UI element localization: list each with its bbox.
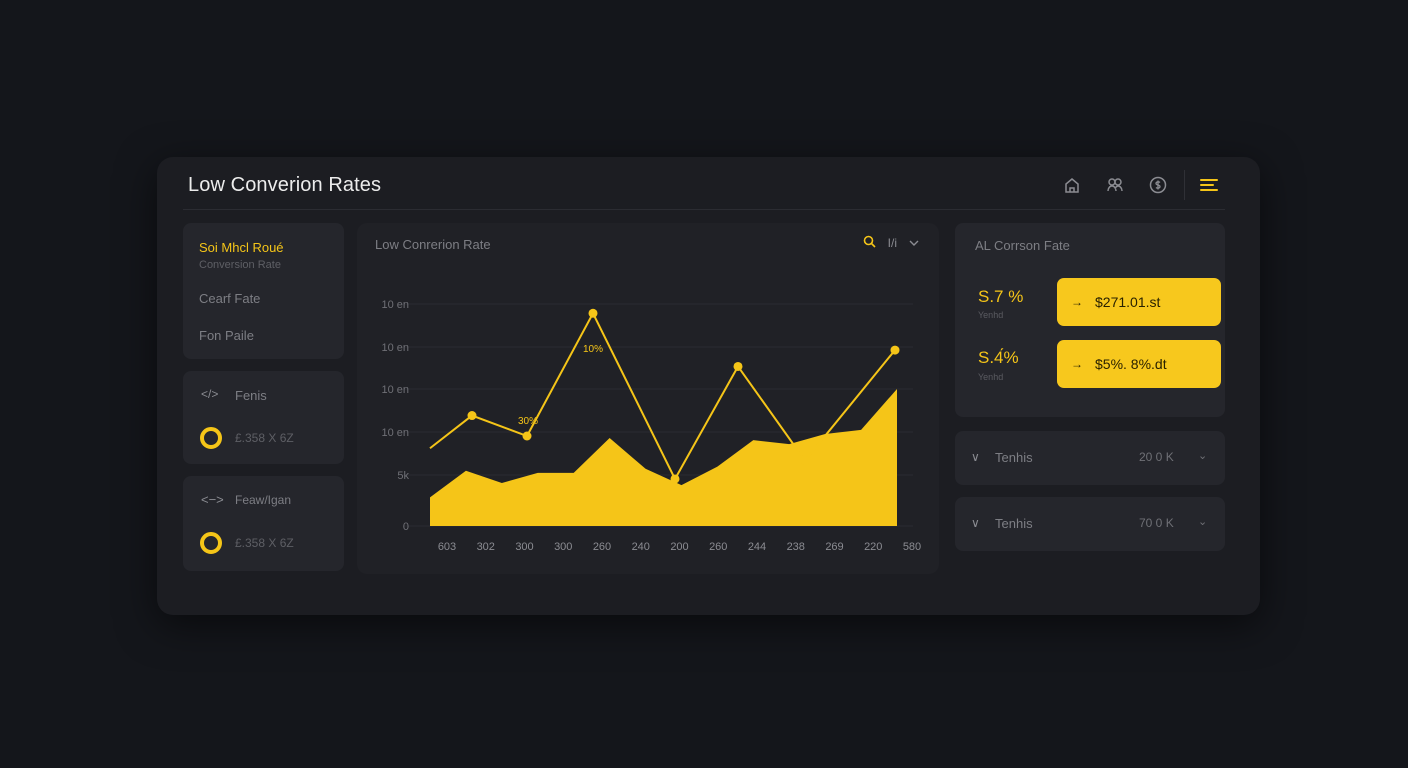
line-point[interactable] <box>733 361 743 371</box>
stat-2-button[interactable]: → $5%. 8%.dt <box>1057 340 1221 388</box>
trend-2-value: 70 0 K <box>1139 516 1174 530</box>
y-tick-label: 10 en <box>381 299 409 311</box>
x-tick-label: 603 <box>438 541 456 553</box>
x-tick-label: 238 <box>787 541 805 553</box>
chart-card: Low Conrerion Rate I/i 0 5k 10 en 10 en 10 e… <box>357 223 939 574</box>
arrow-right-icon: → <box>1071 295 1083 309</box>
line-point[interactable] <box>522 431 532 441</box>
donut-icon <box>200 427 222 449</box>
dropdown-icon[interactable]: ⌄ <box>1198 450 1208 462</box>
area-series <box>430 388 897 526</box>
chevron-down-icon[interactable] <box>909 236 919 250</box>
line-point[interactable] <box>890 345 900 355</box>
header-divider <box>1184 170 1185 200</box>
search-icon[interactable] <box>863 235 876 251</box>
users-icon[interactable] <box>1104 174 1126 196</box>
line-series <box>429 311 896 482</box>
page-title: Low Converion Rates <box>188 174 382 196</box>
feature-1-value: £.358 X 6Z <box>235 431 294 445</box>
trend-1-label: Tenhis <box>995 450 1033 465</box>
dollar-icon[interactable] <box>1147 174 1169 196</box>
chevron-down-icon: ∨ <box>971 450 980 464</box>
header: Low Converion Rates <box>183 157 1225 210</box>
y-tick-label: 0 <box>403 521 409 533</box>
stats-card: AL Corrson Fate S.7 % Yenhd → $271.01.st… <box>955 223 1225 417</box>
donut-icon <box>200 532 222 554</box>
x-tick-label: 300 <box>515 541 533 553</box>
chart-filter-label[interactable]: I/i <box>887 236 897 250</box>
x-tick-label: 302 <box>477 541 495 553</box>
stat-1-value: S.7 % <box>978 287 1024 306</box>
y-tick-label: 10 en <box>381 342 409 354</box>
peak-annotation: 10% <box>583 344 603 355</box>
x-tick-label: 200 <box>670 541 688 553</box>
trend-row-2[interactable]: ∨ Tenhis 70 0 K ⌄ <box>955 497 1225 551</box>
chart-title: Low Conrerion Rate <box>375 237 491 252</box>
feature-2-value: £.358 X 6Z <box>235 536 294 550</box>
swap-icon: <−> <box>201 492 224 507</box>
feature-card-1[interactable]: </> Fenis £.358 X 6Z <box>183 371 344 464</box>
line-point[interactable] <box>467 411 477 421</box>
feature-2-label: Feaw/Igan <box>235 493 292 507</box>
y-tick-label: 10 en <box>381 427 409 439</box>
trend-2-label: Tenhis <box>995 516 1033 531</box>
stats-title: AL Corrson Fate <box>975 238 1070 253</box>
home-icon[interactable] <box>1061 174 1083 196</box>
menu-active-item[interactable]: Soi Mhcl Roué <box>199 240 284 255</box>
stat-1-subtitle: Yenhd <box>978 310 1004 320</box>
x-tick-label: 260 <box>709 541 727 553</box>
stat-2-button-label: $5%. 8%.dt <box>1095 356 1167 372</box>
feature-1-label: Fenis <box>235 388 267 403</box>
dropdown-icon[interactable]: ⌄ <box>1198 516 1208 528</box>
menu-card: Soi Mhcl Roué Conversion Rate Cearf Fate… <box>183 223 344 359</box>
stat-2-value: S.4́% <box>978 348 1019 367</box>
low-annotation: 30% <box>518 416 538 427</box>
stat-1-button[interactable]: → $271.01.st <box>1057 278 1221 326</box>
trend-row-1[interactable]: ∨ Tenhis 20 0 K ⌄ <box>955 431 1225 485</box>
dashboard-window: Low Converion Rates Soi Mhcl Roué Conver… <box>157 157 1260 615</box>
x-tick-label: 300 <box>554 541 572 553</box>
menu-item-2[interactable]: Cearf Fate <box>199 291 261 306</box>
line-point[interactable] <box>670 474 680 484</box>
x-tick-label: 240 <box>632 541 650 553</box>
menu-active-subtitle: Conversion Rate <box>199 259 281 271</box>
code-icon: </> <box>201 387 219 401</box>
menu-item-3[interactable]: Fon Paile <box>199 328 254 343</box>
x-tick-label: 580 <box>903 541 921 553</box>
feature-card-2[interactable]: <−> Feaw/Igan £.358 X 6Z <box>183 476 344 571</box>
menu-icon[interactable] <box>1198 174 1220 196</box>
x-tick-label: 260 <box>593 541 611 553</box>
chart-toolbar: I/i <box>863 235 919 251</box>
line-point[interactable] <box>588 308 598 318</box>
chevron-down-icon: ∨ <box>971 516 980 530</box>
y-tick-label: 10 en <box>381 384 409 396</box>
trend-1-value: 20 0 K <box>1139 450 1174 464</box>
x-tick-label: 220 <box>864 541 882 553</box>
line-point[interactable] <box>800 456 810 466</box>
x-tick-label: 244 <box>748 541 766 553</box>
stat-2-subtitle: Yenhd <box>978 372 1004 382</box>
x-tick-label: 269 <box>825 541 843 553</box>
y-tick-label: 5k <box>397 470 409 482</box>
conversion-chart: 0 5k 10 en 10 en 10 en 10 en 603 302 300 300 260 2… <box>381 299 921 553</box>
arrow-right-icon: → <box>1071 357 1083 371</box>
stat-1-button-label: $271.01.st <box>1095 294 1161 310</box>
